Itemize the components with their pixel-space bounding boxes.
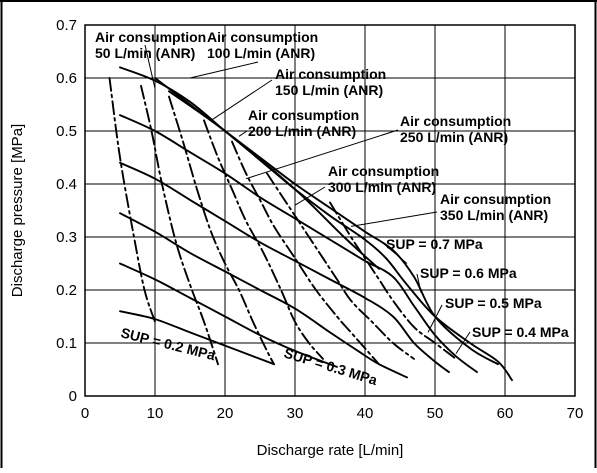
annotation-label: 100 L/min (ANR) [207, 45, 315, 61]
air-consumption-line-9 [140, 84, 219, 366]
sup-pressure-line-7 [168, 90, 380, 270]
y-axis-title: Discharge pressure [MPa] [9, 124, 26, 297]
air-consumption-line-12 [231, 140, 380, 366]
annotation-leader-line [189, 61, 259, 79]
annotation-label: Air consumption [95, 29, 206, 45]
annotation-leader-line [416, 273, 422, 293]
air-consumption-line-14 [329, 201, 457, 360]
grid [85, 25, 575, 396]
annotation-label: Air consumption [275, 66, 386, 82]
x-tick-label: 0 [81, 405, 89, 422]
annotation-label: 350 L/min (ANR) [440, 207, 548, 223]
y-tick-label: 0.1 [56, 335, 77, 352]
sup-pressure-line-3 [119, 161, 450, 374]
annotation-label: SUP = 0.4 MPa [472, 324, 569, 340]
y-tick-label: 0.7 [56, 17, 77, 34]
annotation-label: Air consumption [400, 113, 511, 129]
y-tick-label: 0 [69, 388, 77, 405]
air-consumption-line-11 [203, 119, 324, 360]
annotation-label: 150 L/min (ANR) [275, 82, 383, 98]
annotation-10: SUP = 0.4 MPa [455, 324, 569, 354]
annotation-label: 200 L/min (ANR) [248, 123, 356, 139]
sup-pressure-line-6 [119, 66, 513, 382]
annotation-label: Air consumption [440, 191, 551, 207]
annotation-label: SUP = 0.7 MPa [386, 236, 483, 252]
annotation-8: SUP = 0.6 MPa [416, 265, 517, 293]
x-tick-label: 40 [357, 405, 374, 422]
annotation-7: SUP = 0.7 MPa [383, 236, 483, 264]
annotation-leader-line [294, 186, 326, 206]
annotation-label: 300 L/min (ANR) [328, 179, 436, 195]
x-tick-label: 50 [427, 405, 444, 422]
x-axis-title: Discharge rate [L/min] [257, 442, 404, 459]
annotation-label: SUP = 0.6 MPa [420, 265, 517, 281]
annotation-label: SUP = 0.5 MPa [445, 295, 542, 311]
air-consumption-line-13 [266, 172, 415, 360]
y-tick-label: 0.4 [56, 176, 77, 193]
plot-frame [84, 24, 576, 397]
annotation-leader-line [245, 129, 399, 180]
x-tick-label: 20 [217, 405, 234, 422]
annotation-leader-line [210, 79, 273, 121]
y-tick-label: 0.5 [56, 123, 77, 140]
annotation-leader-line [350, 211, 438, 227]
annotation-leader-line [238, 130, 248, 137]
annotation-label: Air consumption [207, 29, 318, 45]
annotation-leader-line [455, 331, 471, 354]
sup-pressure-line-2 [119, 212, 408, 379]
x-tick-label: 30 [287, 405, 304, 422]
annotation-label: 50 L/min (ANR) [95, 45, 195, 61]
annotation-label: Air consumption [248, 107, 359, 123]
series-group [108, 66, 513, 382]
y-tick-label: 0.3 [56, 229, 77, 246]
y-tick-label: 0.6 [56, 70, 77, 87]
axes: 0 10 20 30 40 50 60 70 0 0.1 0.2 0.3 0.4 0.5 0.6 0.7 Dis… [9, 17, 583, 459]
annotation-label: 250 L/min (ANR) [400, 129, 508, 145]
x-tick-label: 70 [567, 405, 584, 422]
air-consumption-line-8 [108, 77, 156, 323]
annotation-leader-line [144, 44, 156, 89]
y-tick-label: 0.2 [56, 282, 77, 299]
sup-pressure-line-1 [119, 262, 338, 368]
air-consumption-line-10 [168, 95, 275, 366]
sup-pressure-line-4 [119, 114, 478, 374]
x-tick-label: 10 [147, 405, 164, 422]
annotation-9: SUP = 0.5 MPa [427, 295, 542, 333]
sup-pressure-line-0 [119, 310, 275, 366]
annotation-leader-line [383, 243, 408, 264]
annotation-label: Air consumption [328, 163, 439, 179]
annotation-leader-line [427, 304, 443, 333]
x-tick-label: 60 [497, 405, 514, 422]
